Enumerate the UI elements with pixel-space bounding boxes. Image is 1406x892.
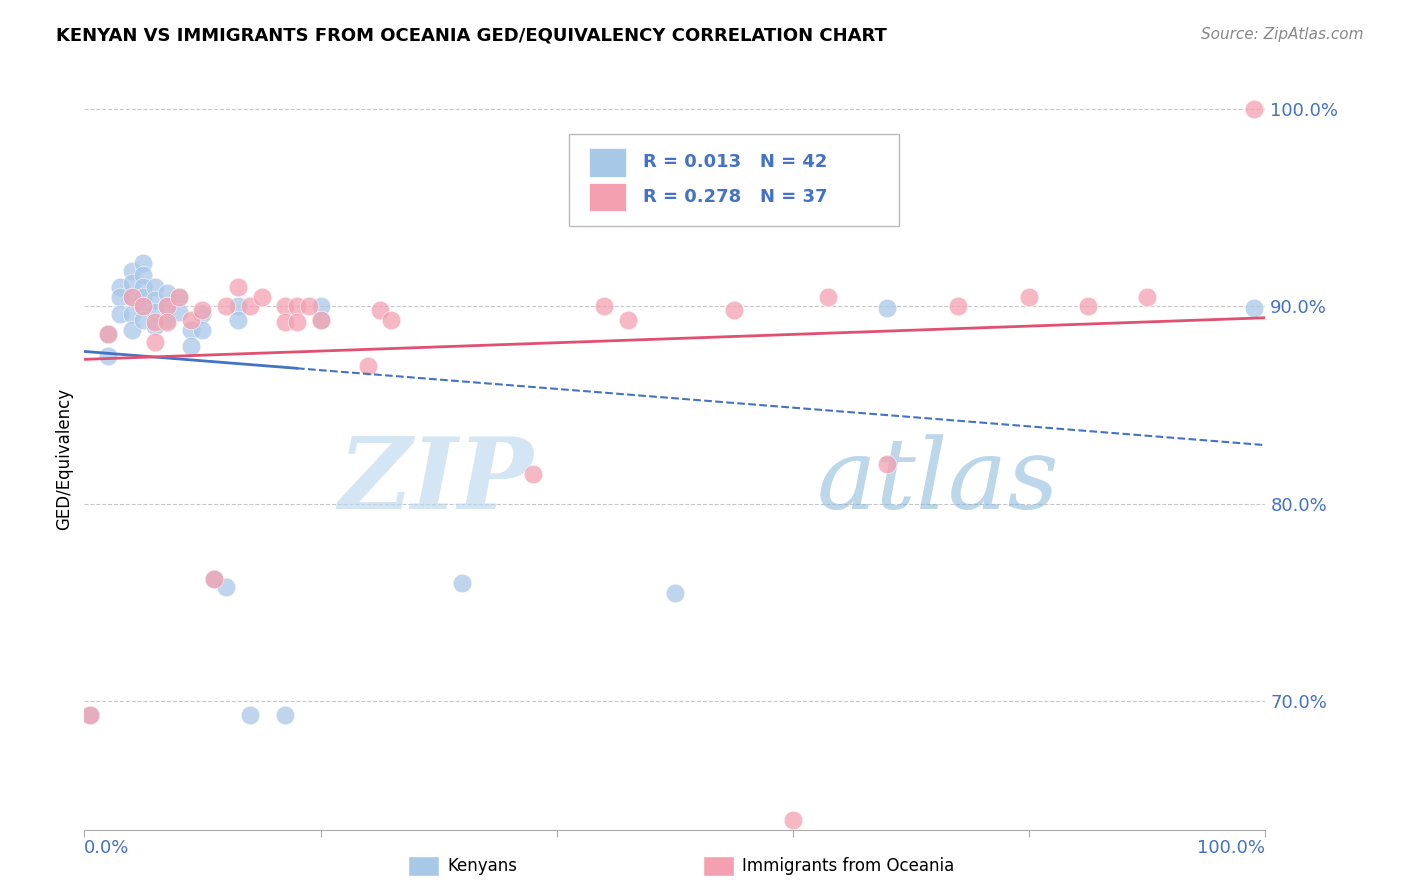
Point — [298, 299, 321, 313]
Point — [97, 349, 120, 363]
Point — [191, 323, 214, 337]
Point — [167, 289, 190, 303]
Point — [121, 289, 143, 303]
Point — [215, 299, 238, 313]
Text: 100.0%: 100.0% — [1198, 839, 1265, 857]
Point — [156, 299, 179, 313]
Text: atlas: atlas — [817, 434, 1059, 529]
Point — [1136, 289, 1159, 303]
Point — [239, 708, 262, 723]
Point — [167, 305, 190, 319]
Text: KENYAN VS IMMIGRANTS FROM OCEANIA GED/EQUIVALENCY CORRELATION CHART: KENYAN VS IMMIGRANTS FROM OCEANIA GED/EQ… — [56, 27, 887, 45]
Point — [121, 289, 143, 303]
Point — [239, 299, 262, 313]
Point — [202, 572, 225, 586]
Point — [97, 326, 120, 341]
Point — [274, 708, 297, 723]
Point — [309, 299, 332, 313]
Point — [121, 276, 143, 290]
FancyBboxPatch shape — [408, 856, 439, 876]
Point — [143, 319, 166, 334]
Point — [274, 315, 297, 329]
Point — [156, 299, 179, 313]
Point — [108, 289, 131, 303]
Point — [1243, 102, 1265, 116]
Point — [226, 299, 249, 313]
Point — [380, 313, 402, 327]
Point — [167, 289, 190, 303]
Text: Kenyans: Kenyans — [447, 857, 517, 875]
Text: Immigrants from Oceania: Immigrants from Oceania — [742, 857, 955, 875]
Point — [616, 313, 638, 327]
Point — [108, 307, 131, 321]
Point — [817, 289, 839, 303]
Point — [180, 323, 202, 337]
Point — [180, 339, 202, 353]
Point — [522, 467, 544, 482]
Point — [876, 301, 898, 316]
FancyBboxPatch shape — [589, 148, 627, 177]
Point — [79, 708, 101, 723]
Point — [143, 293, 166, 308]
Point — [121, 264, 143, 278]
Y-axis label: GED/Equivalency: GED/Equivalency — [55, 388, 73, 531]
Point — [121, 307, 143, 321]
Point — [948, 299, 970, 313]
Point — [156, 285, 179, 300]
Point — [156, 315, 179, 329]
Point — [121, 323, 143, 337]
Point — [97, 326, 120, 341]
Text: R = 0.278   N = 37: R = 0.278 N = 37 — [643, 188, 828, 206]
Point — [285, 315, 308, 329]
Point — [593, 299, 616, 313]
Point — [108, 279, 131, 293]
Point — [1077, 299, 1099, 313]
Text: ZIP: ZIP — [339, 434, 533, 530]
Text: R = 0.013   N = 42: R = 0.013 N = 42 — [643, 153, 827, 170]
Point — [143, 305, 166, 319]
Point — [180, 313, 202, 327]
Point — [274, 299, 297, 313]
Point — [79, 708, 101, 723]
Point — [143, 334, 166, 349]
Point — [191, 303, 214, 318]
Point — [876, 458, 898, 472]
Point — [132, 268, 155, 282]
Point — [782, 813, 804, 827]
Point — [723, 303, 745, 318]
Point — [309, 313, 332, 327]
Text: 0.0%: 0.0% — [84, 839, 129, 857]
Point — [132, 299, 155, 313]
Point — [664, 585, 686, 599]
Point — [132, 279, 155, 293]
Point — [132, 299, 155, 313]
Point — [132, 256, 155, 270]
Point — [143, 279, 166, 293]
Point — [191, 307, 214, 321]
Point — [226, 313, 249, 327]
Point — [132, 289, 155, 303]
Point — [451, 575, 474, 590]
Point — [250, 289, 273, 303]
Point — [215, 580, 238, 594]
Point — [202, 572, 225, 586]
Text: Source: ZipAtlas.com: Source: ZipAtlas.com — [1201, 27, 1364, 42]
FancyBboxPatch shape — [568, 134, 900, 227]
FancyBboxPatch shape — [589, 183, 627, 211]
Point — [156, 313, 179, 327]
Point — [309, 313, 332, 327]
Point — [357, 359, 380, 373]
Point — [1018, 289, 1040, 303]
Point — [368, 303, 391, 318]
Point — [132, 313, 155, 327]
Point — [1243, 301, 1265, 316]
Point — [226, 279, 249, 293]
FancyBboxPatch shape — [703, 856, 734, 876]
Point — [143, 315, 166, 329]
Point — [285, 299, 308, 313]
